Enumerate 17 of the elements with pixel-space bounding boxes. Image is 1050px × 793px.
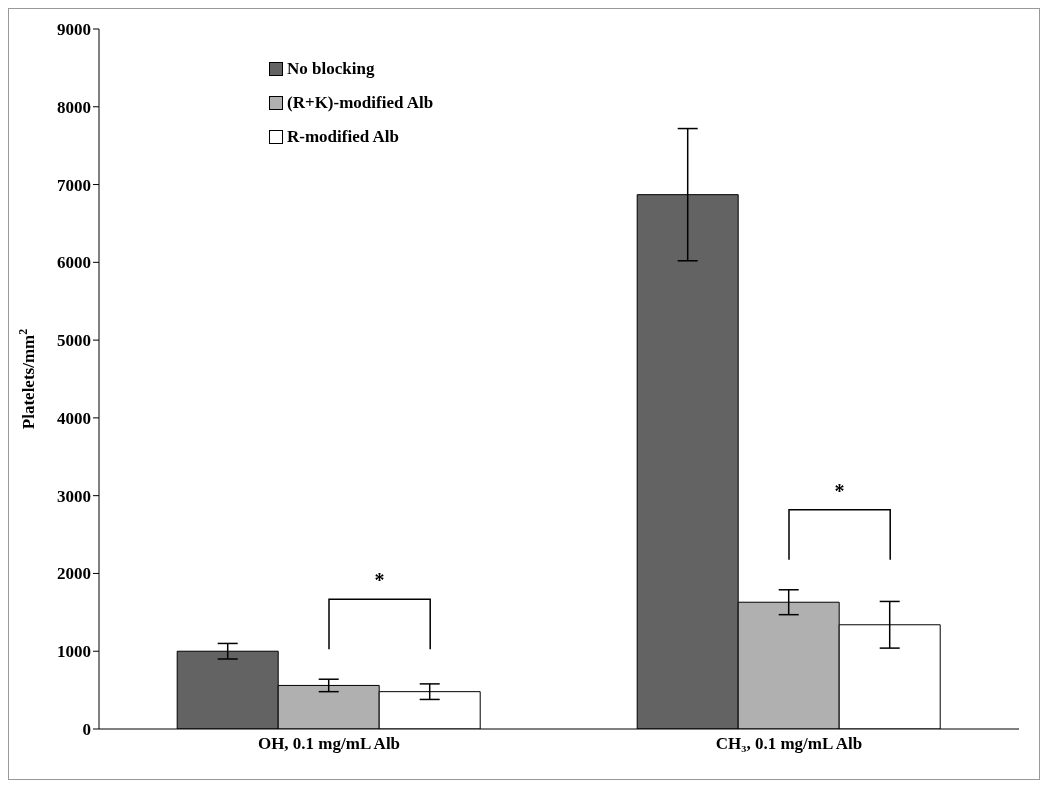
annotation: * bbox=[834, 479, 845, 502]
y-tick-label: 4000 bbox=[57, 408, 91, 428]
x-tick-label: CH₃, 0.1 mg/mL Alb bbox=[715, 734, 863, 754]
y-tick-label: 9000 bbox=[57, 20, 91, 40]
y-tick-label: 6000 bbox=[57, 253, 91, 273]
x-tick-label: OH, 0.1 mg/mL Alb bbox=[257, 734, 401, 754]
y-tick-label: 5000 bbox=[57, 331, 91, 351]
y-tick-label: 2000 bbox=[57, 564, 91, 584]
y-tick-label: 8000 bbox=[57, 97, 91, 117]
y-tick-label: 3000 bbox=[57, 486, 91, 506]
legend-label: No blocking bbox=[287, 59, 375, 79]
y-tick-label: 7000 bbox=[57, 175, 91, 195]
y-tick-label: 0 bbox=[82, 720, 91, 740]
annotation: * bbox=[374, 569, 385, 592]
y-tick-label: 1000 bbox=[57, 642, 91, 662]
legend-label: (R+K)-modified Alb bbox=[287, 93, 434, 113]
legend-label: R-modified Alb bbox=[287, 127, 399, 147]
